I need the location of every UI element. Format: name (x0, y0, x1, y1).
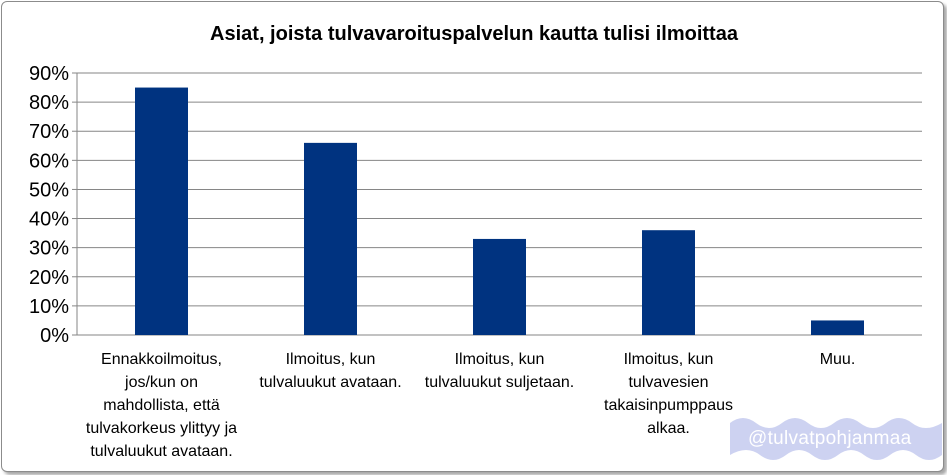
watermark-badge (730, 418, 942, 460)
x-category-label: Ennakkoilmoitus, jos/kun on mahdollista, e… (86, 351, 237, 460)
y-tick-label: 50% (29, 179, 69, 201)
gridlines (76, 72, 922, 336)
y-tick-label: 70% (29, 121, 69, 143)
y-tick-label: 90% (29, 63, 69, 85)
bar-5 (811, 320, 864, 335)
y-tick-label: 60% (29, 150, 69, 172)
x-category-label: Ilmoitus, kun tulvavesien takaisinpumppaus… (604, 351, 733, 437)
bar-2 (304, 142, 357, 335)
x-axis-labels: Ennakkoilmoitus, jos/kun on mahdollista, e… (86, 351, 855, 460)
y-axis-ticks: 0% 10% 20% 30% 40% 50% 60% 70% 80% 90% (29, 63, 77, 347)
x-category-label: Muu. (820, 351, 856, 368)
watermark-text: @tulvatpohjanmaa (748, 428, 912, 449)
x-category-label: Ilmoitus, kun tulvaluukut suljetaan. (425, 351, 574, 391)
y-tick-label: 20% (29, 267, 69, 289)
y-tick-label: 30% (29, 238, 69, 260)
y-tick-label: 10% (29, 296, 69, 318)
bar-4 (642, 230, 695, 335)
y-tick-label: 0% (40, 325, 69, 347)
bar-3 (473, 238, 526, 335)
bars (135, 87, 864, 335)
chart-title: Asiat, joista tulvavaroituspalvelun kaut… (210, 23, 739, 45)
x-category-label: Ilmoitus, kun tulvaluukut avataan. (259, 351, 401, 391)
y-tick-label: 80% (29, 92, 69, 114)
y-tick-label: 40% (29, 209, 69, 231)
bar-1 (135, 87, 188, 335)
watermark-wave-shape (730, 418, 942, 460)
